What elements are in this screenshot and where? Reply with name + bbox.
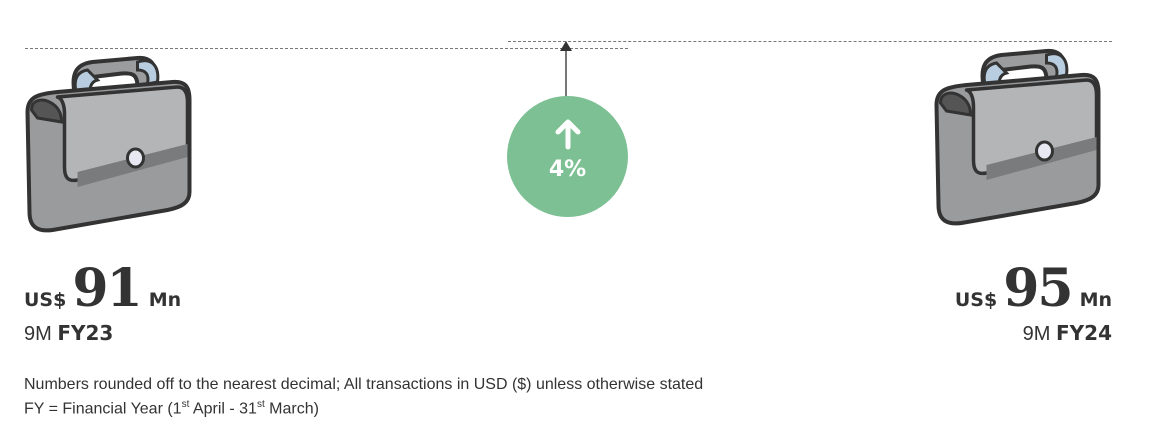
period-prefix: 9M (24, 323, 52, 345)
change-value: 4% (548, 157, 587, 182)
change-badge: 4% (507, 96, 628, 217)
right-period: 9M FY24 (1023, 321, 1112, 346)
unit-label: Mn (1079, 289, 1112, 311)
baseline-left (25, 48, 628, 49)
amount-value: 91 (72, 258, 142, 319)
period-prefix: 9M (1022, 323, 1051, 345)
footnote-sup: st (181, 399, 190, 410)
footnote-line-2: FY = Financial Year (1st April - 31st Ma… (24, 399, 319, 418)
briefcase-icon (934, 48, 1101, 226)
right-amount: US$ 95 Mn (955, 258, 1112, 319)
growth-arrow-line (560, 41, 572, 98)
footnote-sup: st (256, 399, 265, 410)
briefcase-icon (25, 55, 192, 233)
left-amount: US$ 91 Mn (24, 258, 181, 319)
footnote-line-1: Numbers rounded off to the nearest decim… (24, 376, 704, 393)
unit-label: Mn (148, 289, 182, 311)
currency-label: US$ (24, 289, 67, 311)
fiscal-year: FY24 (1056, 321, 1112, 345)
left-period: 9M FY23 (24, 321, 113, 346)
baseline-right (508, 41, 1112, 42)
footnote-text: FY = Financial Year (1 (24, 400, 182, 418)
footnote-text: March) (264, 400, 319, 418)
fiscal-year: FY23 (57, 321, 114, 345)
currency-label: US$ (954, 289, 998, 311)
arrow-up-icon (555, 119, 580, 150)
footnote-text: April - 31 (189, 400, 257, 418)
amount-value: 95 (1003, 258, 1073, 319)
